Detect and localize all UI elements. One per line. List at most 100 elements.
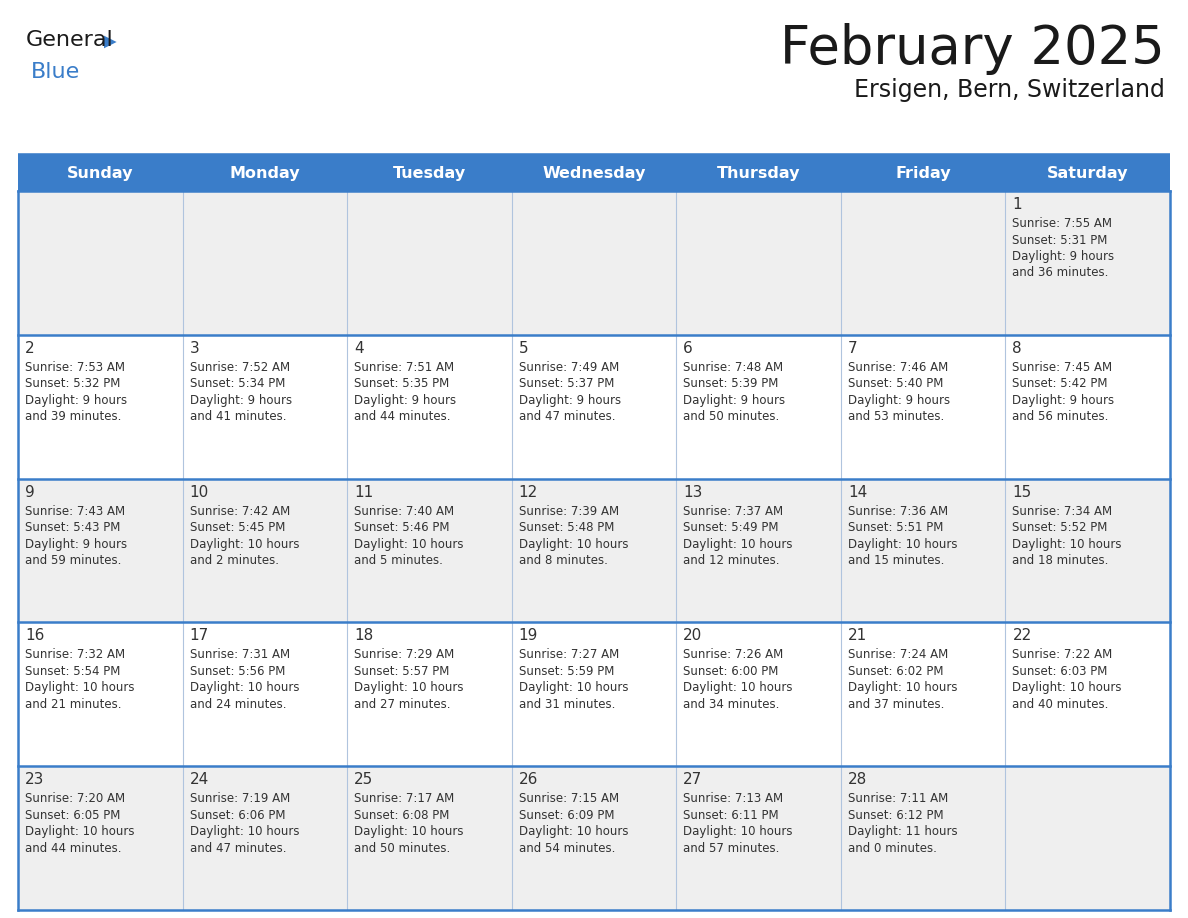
Text: Sunset: 5:52 PM: Sunset: 5:52 PM (1012, 521, 1107, 534)
Text: Daylight: 10 hours: Daylight: 10 hours (683, 538, 792, 551)
Bar (18, 191, 1170, 335)
Text: Sunset: 6:02 PM: Sunset: 6:02 PM (848, 665, 943, 677)
Text: Daylight: 9 hours: Daylight: 9 hours (190, 394, 292, 407)
Text: and 15 minutes.: and 15 minutes. (848, 554, 944, 567)
Bar (18, 156, 1170, 191)
Text: Daylight: 10 hours: Daylight: 10 hours (25, 681, 134, 694)
Text: and 44 minutes.: and 44 minutes. (354, 410, 450, 423)
Text: 24: 24 (190, 772, 209, 788)
Text: Sunset: 5:54 PM: Sunset: 5:54 PM (25, 665, 120, 677)
Text: February 2025: February 2025 (781, 23, 1165, 75)
Text: Sunset: 6:12 PM: Sunset: 6:12 PM (848, 809, 943, 822)
Text: 21: 21 (848, 629, 867, 644)
Text: 13: 13 (683, 485, 702, 499)
Text: Saturday: Saturday (1047, 166, 1129, 181)
Text: Daylight: 10 hours: Daylight: 10 hours (848, 681, 958, 694)
Text: Sunset: 5:42 PM: Sunset: 5:42 PM (1012, 377, 1108, 390)
Text: 17: 17 (190, 629, 209, 644)
Text: Sunset: 5:32 PM: Sunset: 5:32 PM (25, 377, 120, 390)
Text: Sunset: 5:34 PM: Sunset: 5:34 PM (190, 377, 285, 390)
Text: 23: 23 (25, 772, 44, 788)
Text: Daylight: 9 hours: Daylight: 9 hours (1012, 394, 1114, 407)
Bar (18, 622, 1170, 767)
Text: 16: 16 (25, 629, 44, 644)
Text: Sunset: 6:03 PM: Sunset: 6:03 PM (1012, 665, 1107, 677)
Text: Thursday: Thursday (716, 166, 801, 181)
Text: Sunset: 5:57 PM: Sunset: 5:57 PM (354, 665, 449, 677)
Text: 27: 27 (683, 772, 702, 788)
Text: 3: 3 (190, 341, 200, 356)
Bar (18, 335, 1170, 478)
Text: Sunset: 5:59 PM: Sunset: 5:59 PM (519, 665, 614, 677)
Text: Sunrise: 7:42 AM: Sunrise: 7:42 AM (190, 505, 290, 518)
Text: Sunset: 5:43 PM: Sunset: 5:43 PM (25, 521, 120, 534)
Text: Ersigen, Bern, Switzerland: Ersigen, Bern, Switzerland (854, 78, 1165, 102)
Text: 7: 7 (848, 341, 858, 356)
Text: Sunrise: 7:39 AM: Sunrise: 7:39 AM (519, 505, 619, 518)
Text: Sunrise: 7:51 AM: Sunrise: 7:51 AM (354, 361, 454, 374)
Text: and 18 minutes.: and 18 minutes. (1012, 554, 1108, 567)
Text: 12: 12 (519, 485, 538, 499)
Text: Daylight: 10 hours: Daylight: 10 hours (683, 681, 792, 694)
Text: 18: 18 (354, 629, 373, 644)
Text: 1: 1 (1012, 197, 1022, 212)
Text: Sunrise: 7:19 AM: Sunrise: 7:19 AM (190, 792, 290, 805)
Text: and 54 minutes.: and 54 minutes. (519, 842, 615, 855)
Text: Sunrise: 7:13 AM: Sunrise: 7:13 AM (683, 792, 783, 805)
Text: 6: 6 (683, 341, 693, 356)
Text: and 0 minutes.: and 0 minutes. (848, 842, 936, 855)
Text: 10: 10 (190, 485, 209, 499)
Text: Sunset: 5:51 PM: Sunset: 5:51 PM (848, 521, 943, 534)
Text: and 57 minutes.: and 57 minutes. (683, 842, 779, 855)
Text: and 34 minutes.: and 34 minutes. (683, 698, 779, 711)
Text: Daylight: 9 hours: Daylight: 9 hours (683, 394, 785, 407)
Text: Sunrise: 7:46 AM: Sunrise: 7:46 AM (848, 361, 948, 374)
Text: and 2 minutes.: and 2 minutes. (190, 554, 278, 567)
Text: Sunset: 6:00 PM: Sunset: 6:00 PM (683, 665, 778, 677)
Text: 5: 5 (519, 341, 529, 356)
Text: Sunrise: 7:52 AM: Sunrise: 7:52 AM (190, 361, 290, 374)
Text: 2: 2 (25, 341, 34, 356)
Text: Daylight: 10 hours: Daylight: 10 hours (190, 538, 299, 551)
Text: and 27 minutes.: and 27 minutes. (354, 698, 450, 711)
Text: and 41 minutes.: and 41 minutes. (190, 410, 286, 423)
Text: Daylight: 9 hours: Daylight: 9 hours (1012, 250, 1114, 263)
Text: 4: 4 (354, 341, 364, 356)
Text: and 37 minutes.: and 37 minutes. (848, 698, 944, 711)
Text: Sunrise: 7:55 AM: Sunrise: 7:55 AM (1012, 217, 1112, 230)
Bar (18, 478, 1170, 622)
Text: and 24 minutes.: and 24 minutes. (190, 698, 286, 711)
Text: Sunset: 6:06 PM: Sunset: 6:06 PM (190, 809, 285, 822)
Text: Sunrise: 7:22 AM: Sunrise: 7:22 AM (1012, 648, 1113, 661)
Text: and 39 minutes.: and 39 minutes. (25, 410, 121, 423)
Text: and 12 minutes.: and 12 minutes. (683, 554, 779, 567)
Text: 11: 11 (354, 485, 373, 499)
Text: Sunrise: 7:27 AM: Sunrise: 7:27 AM (519, 648, 619, 661)
Text: Daylight: 10 hours: Daylight: 10 hours (25, 825, 134, 838)
Text: Tuesday: Tuesday (393, 166, 466, 181)
Text: 8: 8 (1012, 341, 1022, 356)
Text: Sunset: 5:56 PM: Sunset: 5:56 PM (190, 665, 285, 677)
Text: and 53 minutes.: and 53 minutes. (848, 410, 944, 423)
Text: Sunset: 5:49 PM: Sunset: 5:49 PM (683, 521, 779, 534)
Text: 28: 28 (848, 772, 867, 788)
Text: Sunset: 5:31 PM: Sunset: 5:31 PM (1012, 233, 1107, 247)
Text: Sunrise: 7:53 AM: Sunrise: 7:53 AM (25, 361, 125, 374)
Text: Sunset: 5:40 PM: Sunset: 5:40 PM (848, 377, 943, 390)
Text: Sunrise: 7:37 AM: Sunrise: 7:37 AM (683, 505, 783, 518)
Text: Sunrise: 7:40 AM: Sunrise: 7:40 AM (354, 505, 454, 518)
Text: Sunrise: 7:36 AM: Sunrise: 7:36 AM (848, 505, 948, 518)
Text: Sunset: 6:09 PM: Sunset: 6:09 PM (519, 809, 614, 822)
Text: Daylight: 10 hours: Daylight: 10 hours (1012, 538, 1121, 551)
Text: Sunrise: 7:32 AM: Sunrise: 7:32 AM (25, 648, 125, 661)
Text: Daylight: 9 hours: Daylight: 9 hours (25, 538, 127, 551)
Text: Sunset: 5:39 PM: Sunset: 5:39 PM (683, 377, 778, 390)
Text: Sunset: 5:35 PM: Sunset: 5:35 PM (354, 377, 449, 390)
Text: 19: 19 (519, 629, 538, 644)
Text: and 50 minutes.: and 50 minutes. (683, 410, 779, 423)
Text: Daylight: 10 hours: Daylight: 10 hours (848, 538, 958, 551)
Text: General: General (26, 30, 114, 50)
Text: 26: 26 (519, 772, 538, 788)
Text: and 50 minutes.: and 50 minutes. (354, 842, 450, 855)
Text: Daylight: 10 hours: Daylight: 10 hours (190, 825, 299, 838)
